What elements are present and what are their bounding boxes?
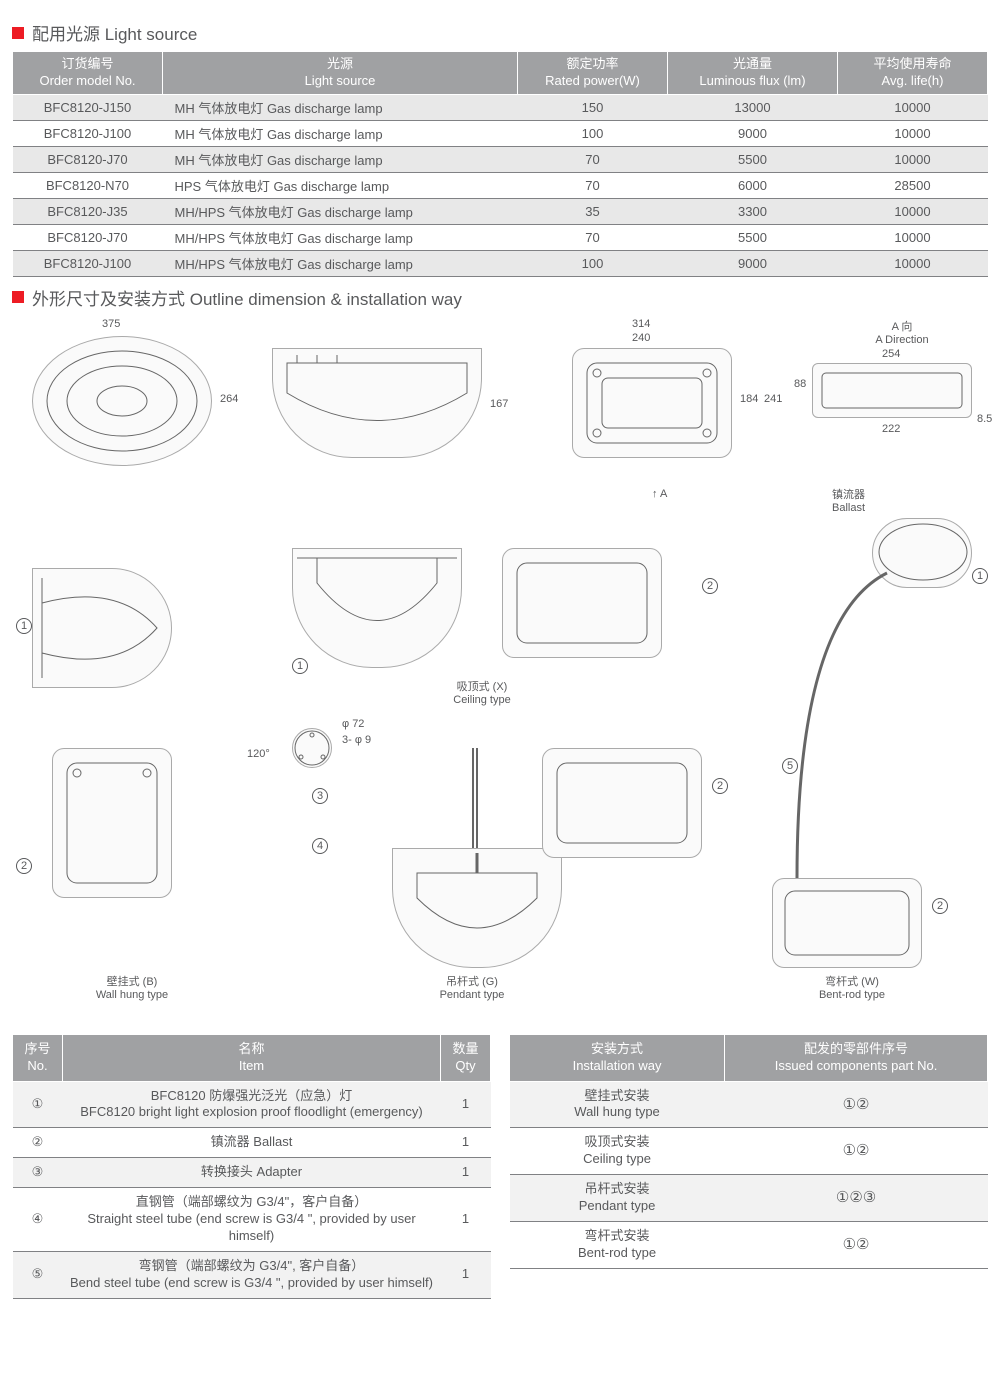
dim-314: 314 xyxy=(632,318,650,330)
callout-2: 2 xyxy=(16,858,32,874)
dim-184: 184 xyxy=(740,393,758,405)
dim-254: 254 xyxy=(882,348,900,360)
wall-lamp xyxy=(32,568,172,688)
top-view-box xyxy=(572,348,732,458)
a-view xyxy=(812,363,972,418)
table-row: 吊杆式安装Pendant type①②③ xyxy=(510,1175,988,1222)
bent-label: 弯杆式 (W)Bent-rod type xyxy=(792,973,912,1001)
pendant-label: 吊杆式 (G)Pendant type xyxy=(412,973,532,1001)
pendant-ballast xyxy=(542,748,702,858)
pendant-rod xyxy=(472,748,478,848)
col-life: 平均使用寿命Avg. life(h) xyxy=(838,52,988,95)
table-row: BFC8120-N70HPS 气体放电灯 Gas discharge lamp7… xyxy=(13,172,988,198)
ceiling-lamp xyxy=(292,548,462,668)
callout-2b: 2 xyxy=(702,578,718,594)
col-flux: 光通量Luminous flux (lm) xyxy=(668,52,838,95)
phi72: φ 72 xyxy=(342,718,364,730)
col-power: 额定功率Rated power(W) xyxy=(518,52,668,95)
flange-circle xyxy=(292,728,332,768)
callout-4: 4 xyxy=(312,838,328,854)
callout-1: 1 xyxy=(16,618,32,634)
ballast-label: 镇流器Ballast xyxy=(832,486,865,514)
table-row: 弯杆式安装Bent-rod type①② xyxy=(510,1221,988,1268)
table-row: BFC8120-J70MH/HPS 气体放电灯 Gas discharge la… xyxy=(13,224,988,250)
dim-240: 240 xyxy=(632,332,650,344)
table-row: ①BFC8120 防爆强光泛光（应急）灯BFC8120 bright light… xyxy=(13,1081,491,1128)
col-lightsource: 光源Light source xyxy=(163,52,518,95)
diagram-area: 375 264 167 314 240 184 241 ↑ A A 向A Dir… xyxy=(12,318,988,1028)
table-row: ④直钢管（端部螺纹为 G3/4"，客户自备）Straight steel tub… xyxy=(13,1188,491,1252)
col-no: 序号No. xyxy=(13,1034,63,1081)
col-orderno: 订货编号Order model No. xyxy=(13,52,163,95)
wall-ballast xyxy=(52,748,172,898)
red-square-icon xyxy=(12,27,24,39)
col-parts: 配发的零部件序号Issued components part No. xyxy=(725,1034,988,1081)
section-header-outline: 外形尺寸及安装方式 Outline dimension & installati… xyxy=(12,285,988,310)
table-row: BFC8120-J70MH 气体放电灯 Gas discharge lamp70… xyxy=(13,146,988,172)
dim-241: 241 xyxy=(764,393,782,405)
bent-ballast xyxy=(772,878,922,968)
front-view-oval xyxy=(32,336,212,466)
callout-2c: 2 xyxy=(712,778,728,794)
install-table: 安装方式Installation way 配发的零部件序号Issued comp… xyxy=(509,1034,988,1269)
col-way: 安装方式Installation way xyxy=(510,1034,725,1081)
callout-1b: 1 xyxy=(292,658,308,674)
callout-1d: 1 xyxy=(972,568,988,584)
table-row: BFC8120-J150MH 气体放电灯 Gas discharge lamp1… xyxy=(13,94,988,120)
dim-88: 88 xyxy=(794,378,806,390)
table-row: 吸顶式安装Ceiling type①② xyxy=(510,1128,988,1175)
table-row: 壁挂式安装Wall hung type①② xyxy=(510,1081,988,1128)
side-view-1 xyxy=(272,348,482,458)
section-header-lightsource: 配用光源 Light source xyxy=(12,20,988,45)
table-row: BFC8120-J35MH/HPS 气体放电灯 Gas discharge la… xyxy=(13,198,988,224)
deg120: 120° xyxy=(247,748,270,760)
callout-5: 5 xyxy=(782,758,798,774)
table-row: ②镇流器 Ballast1 xyxy=(13,1128,491,1158)
table-row: BFC8120-J100MH/HPS 气体放电灯 Gas discharge l… xyxy=(13,250,988,276)
light-source-table: 订货编号Order model No. 光源Light source 额定功率R… xyxy=(12,51,988,277)
section-title: 配用光源 Light source xyxy=(32,20,197,45)
items-table: 序号No. 名称Item 数量Qty ①BFC8120 防爆强光泛光（应急）灯B… xyxy=(12,1034,491,1299)
callout-2d: 2 xyxy=(932,898,948,914)
a-direction: A 向A Direction xyxy=(852,318,952,346)
col-qty: 数量Qty xyxy=(441,1034,491,1081)
red-square-icon xyxy=(12,291,24,303)
col-item: 名称Item xyxy=(63,1034,441,1081)
ceiling-label: 吸顶式 (X)Ceiling type xyxy=(422,678,542,706)
callout-3: 3 xyxy=(312,788,328,804)
phi9: 3- φ 9 xyxy=(342,734,371,746)
section-title: 外形尺寸及安装方式 Outline dimension & installati… xyxy=(32,285,462,310)
ceiling-ballast xyxy=(502,548,662,658)
bent-rod xyxy=(782,568,902,888)
dim-264: 264 xyxy=(220,393,238,405)
pendant-lamp xyxy=(392,848,562,968)
wall-label: 壁挂式 (B)Wall hung type xyxy=(72,973,192,1001)
table-row: BFC8120-J100MH 气体放电灯 Gas discharge lamp1… xyxy=(13,120,988,146)
dim-167: 167 xyxy=(490,398,508,410)
dim-85: 8.5 xyxy=(977,413,992,425)
table-row: ③转换接头 Adapter1 xyxy=(13,1158,491,1188)
dim-222: 222 xyxy=(882,423,900,435)
arrow-a: ↑ A xyxy=(652,488,667,500)
dim-375: 375 xyxy=(102,318,120,330)
table-row: ⑤弯钢管（端部螺纹为 G3/4", 客户自备）Bend steel tube (… xyxy=(13,1251,491,1298)
